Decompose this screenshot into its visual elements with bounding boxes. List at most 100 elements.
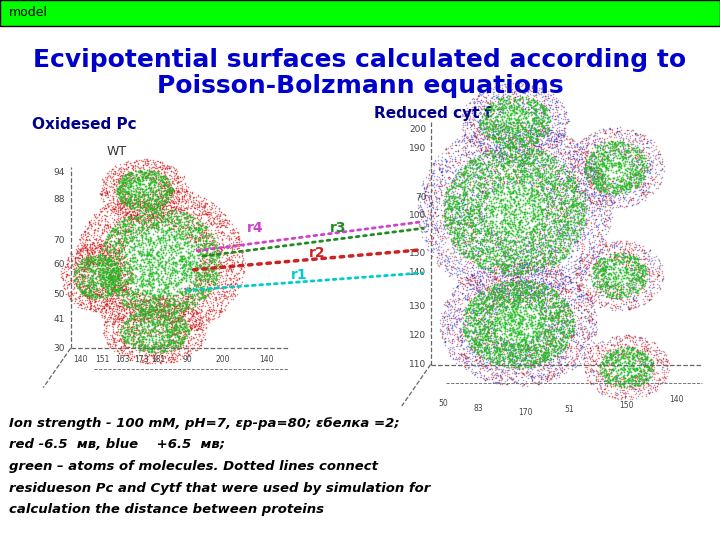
Point bbox=[639, 374, 651, 383]
Point bbox=[527, 332, 539, 340]
Point bbox=[115, 253, 127, 262]
Point bbox=[198, 239, 210, 247]
Point bbox=[147, 210, 158, 219]
Point bbox=[539, 109, 550, 118]
Point bbox=[174, 234, 185, 242]
Point bbox=[537, 124, 549, 132]
Point bbox=[490, 286, 502, 294]
Point bbox=[101, 228, 112, 237]
Point bbox=[97, 295, 109, 303]
Point bbox=[600, 147, 612, 156]
Point bbox=[107, 265, 119, 273]
Point bbox=[594, 195, 606, 204]
Point bbox=[490, 344, 501, 353]
Point bbox=[512, 293, 523, 301]
Point bbox=[477, 300, 488, 308]
Point bbox=[622, 280, 634, 288]
Point bbox=[174, 244, 185, 253]
Point bbox=[462, 106, 473, 115]
Point bbox=[546, 248, 558, 257]
Point bbox=[505, 270, 516, 279]
Point bbox=[521, 294, 533, 303]
Point bbox=[499, 200, 510, 208]
Point bbox=[160, 310, 171, 319]
Point bbox=[483, 136, 495, 144]
Point bbox=[598, 195, 609, 204]
Point bbox=[123, 290, 135, 299]
Point bbox=[432, 217, 444, 225]
Point bbox=[135, 302, 147, 311]
Point bbox=[528, 116, 540, 124]
Point bbox=[567, 187, 579, 196]
Point bbox=[467, 130, 479, 139]
Point bbox=[171, 202, 182, 211]
Point bbox=[513, 275, 524, 284]
Point bbox=[544, 279, 555, 287]
Point bbox=[556, 278, 567, 287]
Point bbox=[505, 342, 517, 350]
Point bbox=[599, 266, 611, 275]
Point bbox=[540, 139, 552, 147]
Point bbox=[597, 275, 608, 284]
Point bbox=[615, 176, 626, 185]
Point bbox=[556, 273, 567, 282]
Point bbox=[514, 203, 526, 212]
Point bbox=[597, 359, 608, 368]
Point bbox=[120, 228, 131, 237]
Point bbox=[513, 319, 525, 328]
Point bbox=[567, 173, 579, 182]
Point bbox=[564, 209, 576, 218]
Point bbox=[98, 293, 109, 302]
Point bbox=[600, 190, 612, 198]
Point bbox=[578, 354, 590, 362]
Point bbox=[559, 245, 571, 254]
Point bbox=[600, 238, 611, 246]
Point bbox=[496, 179, 508, 187]
Point bbox=[144, 311, 156, 320]
Point bbox=[478, 104, 490, 113]
Point bbox=[162, 314, 174, 322]
Point bbox=[222, 294, 233, 303]
Point bbox=[474, 339, 486, 347]
Point bbox=[582, 307, 594, 316]
Point bbox=[639, 180, 651, 189]
Point bbox=[628, 282, 639, 291]
Point bbox=[130, 271, 141, 280]
Point bbox=[510, 288, 521, 296]
Point bbox=[158, 222, 169, 231]
Point bbox=[149, 291, 161, 299]
Point bbox=[528, 289, 539, 298]
Point bbox=[91, 264, 102, 272]
Point bbox=[603, 159, 615, 167]
Point bbox=[495, 187, 507, 196]
Point bbox=[466, 266, 477, 275]
Point bbox=[157, 163, 168, 172]
Point bbox=[476, 260, 487, 268]
Point bbox=[650, 361, 662, 369]
Point bbox=[510, 125, 522, 134]
Point bbox=[453, 354, 464, 363]
Point bbox=[514, 347, 526, 355]
Point bbox=[139, 298, 150, 306]
Point bbox=[570, 295, 581, 304]
Point bbox=[413, 192, 425, 201]
Point bbox=[512, 199, 523, 207]
Point bbox=[463, 153, 474, 161]
Point bbox=[619, 144, 631, 152]
Point bbox=[469, 151, 480, 159]
Point bbox=[498, 264, 509, 272]
Point bbox=[484, 288, 495, 297]
Point bbox=[126, 314, 138, 323]
Point bbox=[132, 290, 144, 299]
Point bbox=[97, 293, 109, 301]
Point bbox=[133, 205, 145, 213]
Point bbox=[476, 212, 487, 220]
Point bbox=[573, 254, 585, 262]
Point bbox=[476, 243, 487, 252]
Point bbox=[481, 134, 492, 143]
Point bbox=[180, 321, 192, 329]
Point bbox=[114, 282, 125, 291]
Point bbox=[150, 305, 161, 313]
Text: 120: 120 bbox=[409, 332, 426, 340]
Point bbox=[541, 366, 553, 375]
